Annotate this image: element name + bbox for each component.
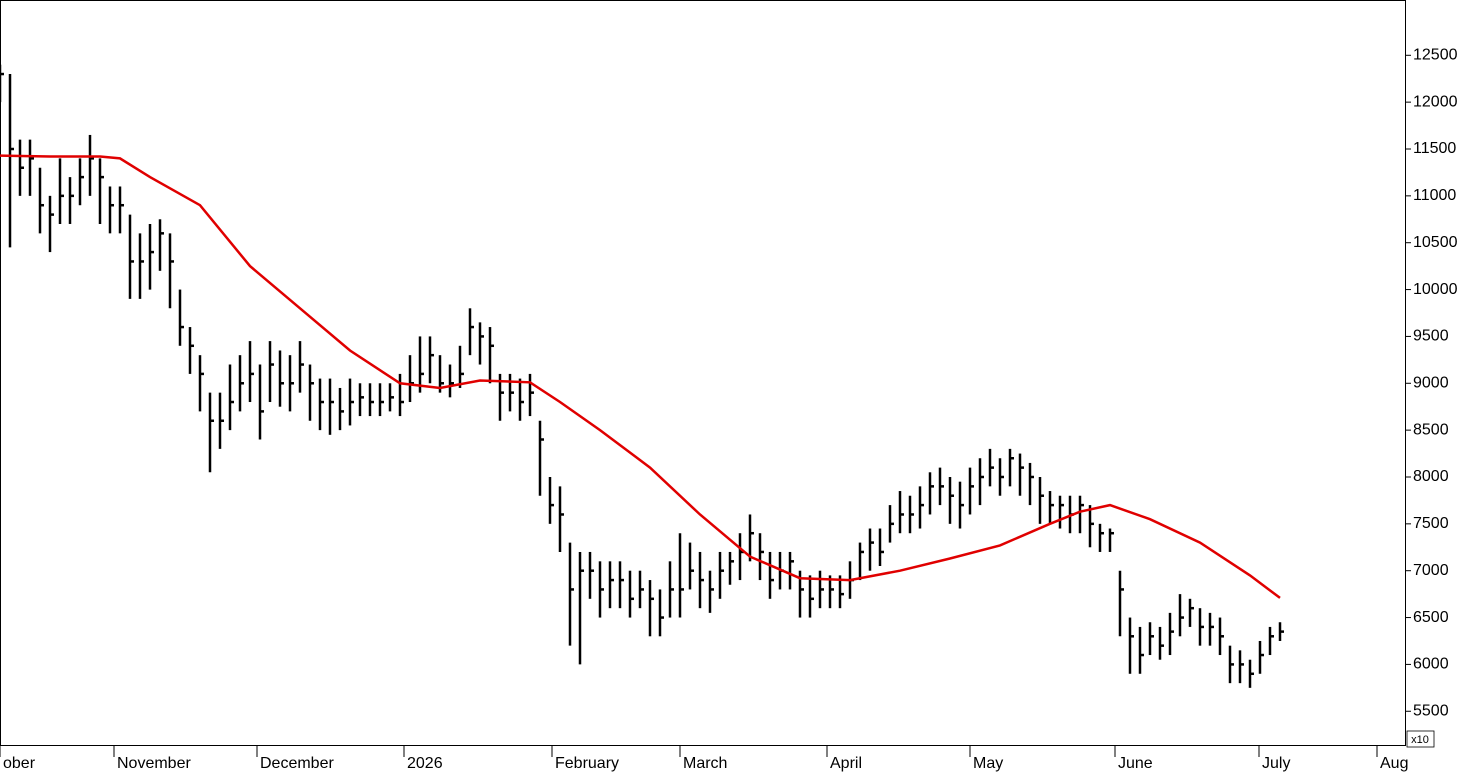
x-tick-label: May: [973, 755, 1003, 772]
y-tick-label: 8500: [1413, 421, 1449, 438]
plot-frame: [0, 0, 1406, 746]
x-tick-label: February: [555, 755, 619, 772]
y-tick-label: 9000: [1413, 374, 1449, 391]
y-tick-label: 6500: [1413, 609, 1449, 626]
multiplier-box: [1406, 730, 1435, 748]
x-tick-label: 2026: [407, 755, 443, 772]
y-tick-label: 7500: [1413, 515, 1449, 532]
x-tick-label: Aug: [1380, 755, 1408, 772]
moving-average-line: [0, 154, 1281, 599]
y-tick-label: 11500: [1413, 140, 1456, 157]
x-tick-label: April: [830, 755, 862, 772]
y-tick-label: 10500: [1413, 234, 1458, 251]
x-tick-label: ober: [3, 755, 36, 772]
y-tick-label: 8000: [1413, 468, 1449, 485]
x-tick-label: November: [117, 755, 191, 772]
y-tick-label: 12500: [1413, 47, 1458, 64]
multiplier-label: x10: [1411, 734, 1429, 746]
x-tick-label: December: [260, 755, 334, 772]
y-tick-label: 5500: [1413, 702, 1449, 719]
y-tick-label: 7000: [1413, 562, 1449, 579]
y-tick-label: 10000: [1413, 281, 1458, 298]
y-tick-label: 6000: [1413, 656, 1449, 673]
x-tick-label: June: [1118, 755, 1153, 772]
x-tick-label: July: [1262, 755, 1290, 772]
x-tick-label: March: [683, 755, 727, 772]
y-tick-label: 11000: [1413, 187, 1456, 204]
y-tick-label: 9500: [1413, 328, 1449, 345]
y-tick-label: 12000: [1413, 93, 1458, 110]
